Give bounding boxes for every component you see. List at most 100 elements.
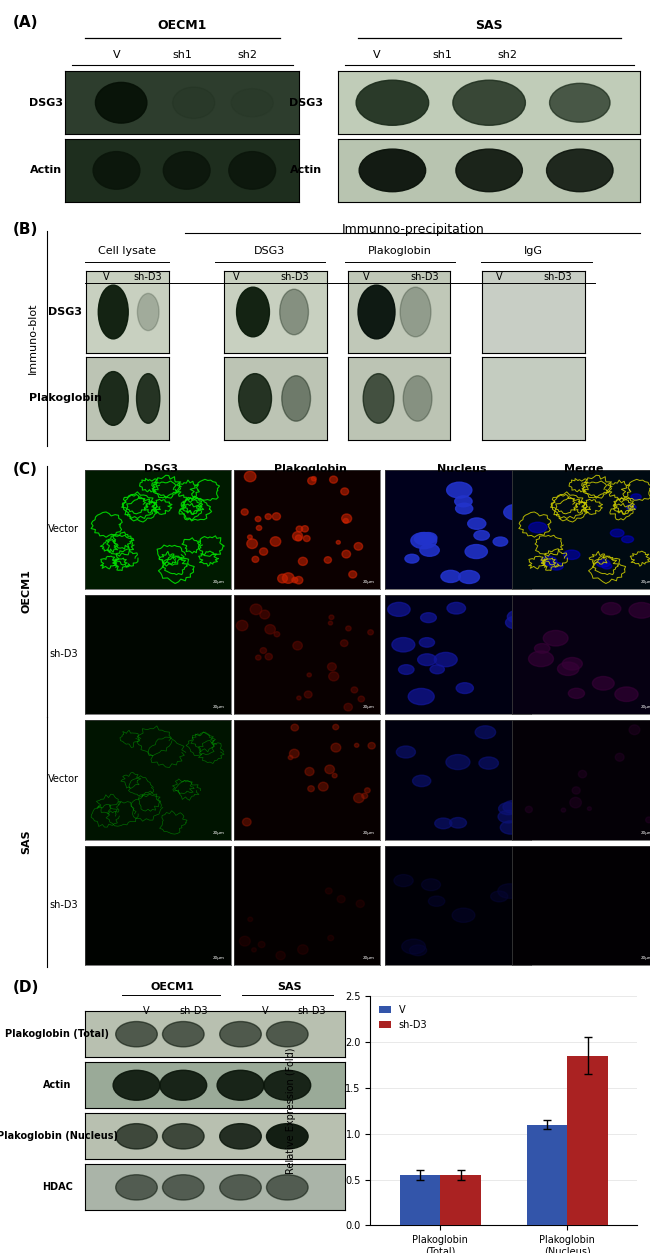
Ellipse shape bbox=[343, 519, 348, 524]
Ellipse shape bbox=[572, 787, 580, 794]
Ellipse shape bbox=[506, 616, 526, 629]
Ellipse shape bbox=[244, 471, 256, 481]
Ellipse shape bbox=[325, 766, 335, 774]
Ellipse shape bbox=[465, 545, 488, 559]
Ellipse shape bbox=[405, 554, 419, 563]
Ellipse shape bbox=[456, 504, 473, 514]
Y-axis label: Relative Expression (Fold): Relative Expression (Fold) bbox=[286, 1048, 296, 1174]
Ellipse shape bbox=[446, 754, 470, 769]
Ellipse shape bbox=[534, 644, 550, 653]
Bar bbox=[526, 1124, 567, 1225]
Ellipse shape bbox=[392, 638, 415, 652]
Text: 20μm: 20μm bbox=[213, 580, 225, 584]
Ellipse shape bbox=[162, 1175, 204, 1200]
Ellipse shape bbox=[564, 550, 580, 560]
Ellipse shape bbox=[294, 576, 303, 584]
Text: Merge: Merge bbox=[564, 464, 603, 474]
Ellipse shape bbox=[550, 563, 563, 570]
Ellipse shape bbox=[242, 818, 251, 826]
Ellipse shape bbox=[346, 626, 351, 632]
Ellipse shape bbox=[408, 688, 434, 704]
Ellipse shape bbox=[266, 1175, 308, 1200]
Ellipse shape bbox=[160, 1070, 207, 1100]
Ellipse shape bbox=[561, 808, 566, 812]
Ellipse shape bbox=[418, 654, 436, 665]
Ellipse shape bbox=[356, 80, 429, 125]
Ellipse shape bbox=[358, 286, 395, 338]
Text: V: V bbox=[113, 50, 121, 60]
Ellipse shape bbox=[468, 517, 486, 529]
Ellipse shape bbox=[456, 149, 523, 192]
Ellipse shape bbox=[504, 504, 529, 520]
Ellipse shape bbox=[241, 509, 248, 515]
Ellipse shape bbox=[558, 662, 579, 675]
Ellipse shape bbox=[252, 947, 256, 952]
Ellipse shape bbox=[629, 725, 640, 734]
Text: 20μm: 20μm bbox=[363, 705, 374, 709]
Ellipse shape bbox=[568, 688, 584, 698]
Ellipse shape bbox=[365, 788, 370, 793]
Ellipse shape bbox=[541, 556, 557, 565]
Ellipse shape bbox=[295, 535, 302, 541]
Ellipse shape bbox=[528, 652, 553, 667]
Text: Actin: Actin bbox=[29, 165, 62, 175]
Ellipse shape bbox=[247, 539, 257, 549]
Legend: V, sh-D3: V, sh-D3 bbox=[375, 1001, 431, 1034]
Text: sh-D3: sh-D3 bbox=[134, 272, 162, 282]
Ellipse shape bbox=[358, 697, 365, 702]
Text: DSG3: DSG3 bbox=[144, 464, 178, 474]
Ellipse shape bbox=[547, 149, 613, 192]
Ellipse shape bbox=[562, 658, 582, 670]
Text: Nucleus: Nucleus bbox=[437, 464, 486, 474]
Bar bbox=[567, 1056, 608, 1225]
Ellipse shape bbox=[452, 908, 475, 922]
Text: sh-D3: sh-D3 bbox=[410, 272, 439, 282]
Ellipse shape bbox=[96, 83, 147, 123]
Ellipse shape bbox=[252, 556, 259, 563]
Ellipse shape bbox=[588, 807, 592, 811]
Ellipse shape bbox=[422, 878, 441, 891]
Ellipse shape bbox=[342, 514, 352, 523]
Ellipse shape bbox=[116, 1175, 157, 1200]
Ellipse shape bbox=[459, 570, 480, 584]
Ellipse shape bbox=[231, 89, 273, 117]
Text: 20μm: 20μm bbox=[363, 580, 374, 584]
Ellipse shape bbox=[311, 476, 317, 481]
Ellipse shape bbox=[260, 648, 266, 654]
Text: 20μm: 20μm bbox=[363, 956, 374, 960]
Ellipse shape bbox=[414, 533, 434, 545]
Ellipse shape bbox=[388, 603, 410, 616]
Text: sh-D3: sh-D3 bbox=[280, 272, 309, 282]
Ellipse shape bbox=[602, 564, 612, 569]
Ellipse shape bbox=[508, 610, 527, 623]
Text: sh-D3: sh-D3 bbox=[298, 1006, 326, 1016]
Ellipse shape bbox=[113, 1070, 160, 1100]
Ellipse shape bbox=[239, 373, 272, 424]
Ellipse shape bbox=[328, 621, 333, 625]
Text: (C): (C) bbox=[13, 462, 38, 477]
Text: DSG3: DSG3 bbox=[254, 246, 285, 256]
Ellipse shape bbox=[296, 526, 303, 533]
Ellipse shape bbox=[434, 653, 457, 667]
Text: OECM1: OECM1 bbox=[150, 982, 194, 992]
Ellipse shape bbox=[304, 690, 312, 698]
Ellipse shape bbox=[453, 80, 525, 125]
Ellipse shape bbox=[332, 773, 337, 778]
Ellipse shape bbox=[430, 665, 445, 674]
Ellipse shape bbox=[447, 603, 465, 614]
Text: Plakoglobin (Total): Plakoglobin (Total) bbox=[5, 1029, 109, 1039]
Ellipse shape bbox=[403, 376, 432, 421]
Ellipse shape bbox=[266, 1021, 308, 1046]
Ellipse shape bbox=[302, 526, 308, 533]
Ellipse shape bbox=[293, 642, 302, 650]
Ellipse shape bbox=[528, 523, 547, 533]
Ellipse shape bbox=[368, 630, 373, 635]
Ellipse shape bbox=[578, 771, 586, 778]
Text: V: V bbox=[363, 272, 369, 282]
Ellipse shape bbox=[435, 818, 452, 828]
Ellipse shape bbox=[326, 888, 332, 893]
Ellipse shape bbox=[413, 776, 431, 787]
Ellipse shape bbox=[272, 512, 281, 520]
Text: sh-D3: sh-D3 bbox=[179, 1006, 208, 1016]
Ellipse shape bbox=[411, 533, 437, 549]
